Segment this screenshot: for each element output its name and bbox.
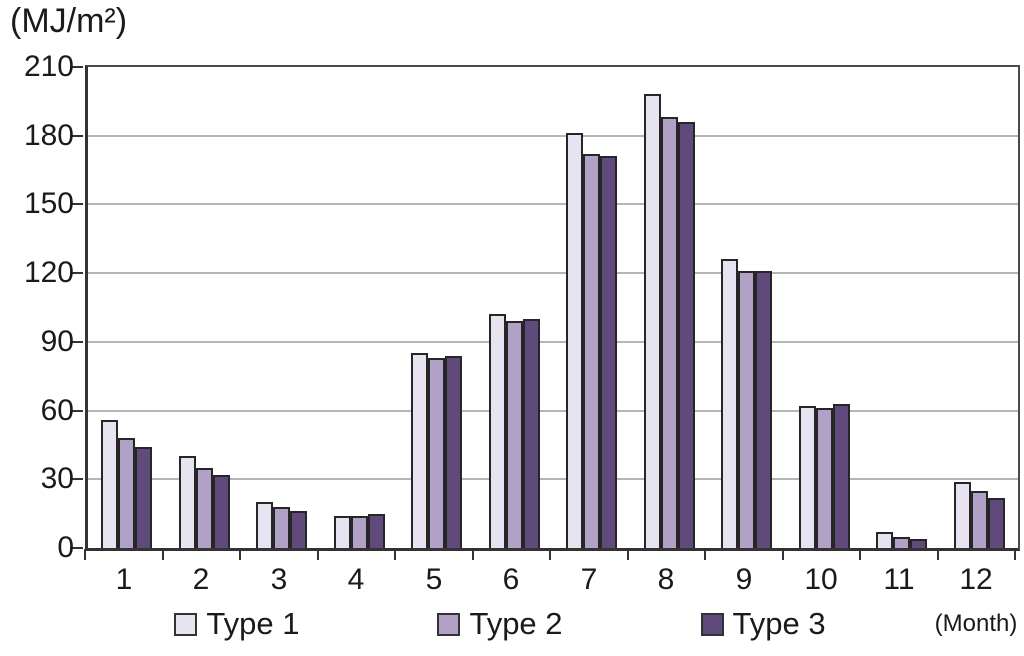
x-tick-8 bbox=[704, 549, 706, 560]
bar-type-3-month-1 bbox=[135, 447, 152, 548]
x-tick-9 bbox=[782, 549, 784, 560]
x-tick-0 bbox=[84, 549, 86, 560]
bar-type-3-month-2 bbox=[213, 475, 230, 548]
bar-type-2-month-2 bbox=[196, 468, 213, 548]
bar-type-1-month-11 bbox=[876, 532, 893, 548]
y-tick-label-0: 0 bbox=[57, 531, 74, 564]
y-tick-label-210: 210 bbox=[23, 50, 74, 83]
y-tick-210 bbox=[70, 66, 83, 68]
x-axis-unit-label: (Month) bbox=[934, 610, 1018, 637]
bar-type-1-month-7 bbox=[566, 133, 583, 548]
bar-type-3-month-8 bbox=[678, 122, 695, 548]
gridline-y-30 bbox=[88, 478, 1018, 480]
bar-type-2-month-4 bbox=[351, 516, 368, 548]
x-tick-label-3: 3 bbox=[270, 563, 288, 596]
x-tick-label-12: 12 bbox=[959, 563, 993, 596]
bar-type-1-month-4 bbox=[334, 516, 351, 548]
x-tick-label-11: 11 bbox=[883, 563, 915, 596]
y-tick-0 bbox=[70, 547, 83, 549]
y-tick-150 bbox=[70, 203, 83, 205]
y-tick-label-90: 90 bbox=[40, 325, 74, 358]
bar-type-3-month-9 bbox=[755, 271, 772, 548]
x-tick-6 bbox=[549, 549, 551, 560]
x-tick-label-7: 7 bbox=[580, 563, 598, 596]
y-tick-60 bbox=[70, 410, 83, 412]
x-tick-label-2: 2 bbox=[192, 563, 210, 596]
legend-swatch-type-3 bbox=[700, 612, 724, 636]
bar-type-2-month-5 bbox=[428, 358, 445, 548]
x-tick-10 bbox=[859, 549, 861, 560]
y-tick-label-180: 180 bbox=[23, 119, 74, 152]
gridline-y-60 bbox=[88, 410, 1018, 412]
x-tick-label-8: 8 bbox=[657, 563, 675, 596]
x-tick-3 bbox=[317, 549, 319, 560]
bar-type-3-month-5 bbox=[445, 356, 462, 548]
y-tick-90 bbox=[70, 341, 83, 343]
bar-type-3-month-12 bbox=[988, 498, 1005, 548]
bar-type-2-month-7 bbox=[583, 154, 600, 548]
y-tick-30 bbox=[70, 478, 83, 480]
bar-type-1-month-3 bbox=[256, 502, 273, 548]
legend-swatch-type-2 bbox=[437, 612, 461, 636]
legend-swatch-type-1 bbox=[174, 612, 198, 636]
bar-type-1-month-12 bbox=[954, 482, 971, 548]
bar-type-2-month-9 bbox=[738, 271, 755, 548]
bar-type-2-month-10 bbox=[816, 408, 833, 548]
bar-type-1-month-9 bbox=[721, 259, 738, 548]
gridline-y-180 bbox=[88, 135, 1018, 137]
x-tick-label-4: 4 bbox=[347, 563, 365, 596]
bar-type-1-month-5 bbox=[411, 353, 428, 548]
y-tick-label-120: 120 bbox=[23, 256, 74, 289]
bar-type-3-month-3 bbox=[290, 511, 307, 548]
y-tick-label-60: 60 bbox=[40, 394, 74, 427]
x-tick-1 bbox=[162, 549, 164, 560]
bar-type-1-month-2 bbox=[179, 456, 196, 548]
x-tick-label-10: 10 bbox=[804, 563, 838, 596]
gridline-y-150 bbox=[88, 203, 1018, 205]
y-tick-label-30: 30 bbox=[40, 462, 74, 495]
bar-type-3-month-4 bbox=[368, 514, 385, 548]
bar-type-2-month-11 bbox=[893, 537, 910, 548]
gridline-y-120 bbox=[88, 272, 1018, 274]
y-tick-180 bbox=[70, 135, 83, 137]
x-tick-11 bbox=[937, 549, 939, 560]
x-tick-2 bbox=[239, 549, 241, 560]
bar-type-3-month-7 bbox=[600, 156, 617, 548]
legend-item-type-3: Type 3 bbox=[700, 606, 826, 642]
y-tick-label-150: 150 bbox=[23, 187, 74, 220]
x-tick-4 bbox=[394, 549, 396, 560]
x-tick-label-6: 6 bbox=[502, 563, 520, 596]
legend-label-type-1: Type 1 bbox=[206, 606, 300, 641]
bar-type-1-month-1 bbox=[101, 420, 118, 548]
x-tick-5 bbox=[472, 549, 474, 560]
x-tick-label-5: 5 bbox=[425, 563, 443, 596]
legend-label-type-3: Type 3 bbox=[732, 606, 826, 641]
x-tick-12 bbox=[1014, 549, 1016, 560]
y-axis-unit-label: (MJ/m²) bbox=[10, 2, 128, 40]
legend-label-type-2: Type 2 bbox=[469, 606, 563, 641]
legend: Type 1 Type 2 Type 3 bbox=[0, 606, 1000, 642]
legend-item-type-1: Type 1 bbox=[174, 606, 299, 642]
bar-type-1-month-8 bbox=[644, 94, 661, 548]
x-tick-label-1: 1 bbox=[115, 563, 133, 596]
bar-type-2-month-8 bbox=[661, 117, 678, 548]
x-tick-7 bbox=[627, 549, 629, 560]
legend-item-type-2: Type 2 bbox=[437, 606, 563, 642]
bar-type-1-month-10 bbox=[799, 406, 816, 548]
bar-type-3-month-6 bbox=[523, 319, 540, 548]
bar-type-2-month-12 bbox=[971, 491, 988, 548]
plot-area bbox=[85, 65, 1020, 551]
bar-type-3-month-10 bbox=[833, 404, 850, 548]
bar-type-3-month-11 bbox=[910, 539, 927, 548]
bar-type-2-month-6 bbox=[506, 321, 523, 548]
y-tick-120 bbox=[70, 272, 83, 274]
x-tick-label-9: 9 bbox=[735, 563, 753, 596]
bar-type-1-month-6 bbox=[489, 314, 506, 548]
gridline-y-90 bbox=[88, 341, 1018, 343]
bar-type-2-month-1 bbox=[118, 438, 135, 548]
bar-type-2-month-3 bbox=[273, 507, 290, 548]
